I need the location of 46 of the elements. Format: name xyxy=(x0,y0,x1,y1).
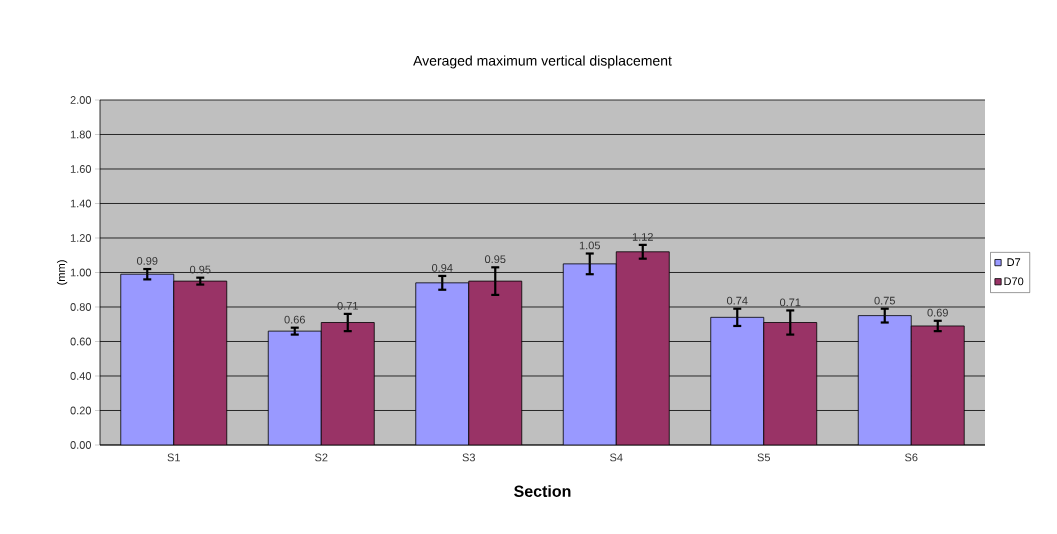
bar xyxy=(173,280,228,445)
legend-label: D7 xyxy=(1007,258,1021,266)
data-label: 0.95 xyxy=(189,265,211,274)
bar xyxy=(710,316,765,445)
bar xyxy=(468,280,523,445)
y-tick-label: 1.40 xyxy=(70,199,92,208)
data-label: 1.12 xyxy=(632,233,653,241)
bar xyxy=(415,282,470,445)
data-label: 1.05 xyxy=(579,241,600,250)
y-tick-label: 0.00 xyxy=(70,441,92,449)
y-tick-label: 0.40 xyxy=(70,372,92,380)
y-tick-label: 0.20 xyxy=(70,406,92,415)
chart-title: Averaged maximum vertical displacement xyxy=(413,55,672,69)
data-label: 0.69 xyxy=(927,308,948,317)
bar xyxy=(562,263,617,445)
y-tick-label: 0.60 xyxy=(70,337,92,346)
bar xyxy=(910,325,965,445)
data-label: 0.99 xyxy=(136,257,158,265)
bar xyxy=(320,322,375,445)
data-label: 0.71 xyxy=(337,301,358,310)
y-tick-label: 1.20 xyxy=(70,234,92,242)
data-label: 0.71 xyxy=(779,298,801,307)
data-label: 0.95 xyxy=(484,255,506,264)
x-tick-label: S3 xyxy=(462,453,475,462)
y-tick-label: 1.80 xyxy=(70,130,92,139)
x-axis-title: Section xyxy=(514,485,571,497)
y-tick-label: 0.80 xyxy=(70,303,92,311)
bar xyxy=(120,273,175,445)
y-axis-title: (mm) xyxy=(56,260,68,285)
legend-label: D70 xyxy=(1004,277,1024,286)
data-label: 0.94 xyxy=(431,263,453,272)
bar xyxy=(615,251,670,445)
data-label: 0.66 xyxy=(284,315,305,324)
bar xyxy=(857,315,912,445)
x-tick-label: S6 xyxy=(905,453,918,462)
bar xyxy=(267,330,322,445)
x-tick-label: S2 xyxy=(315,453,328,462)
data-label: 0.74 xyxy=(726,296,748,305)
y-tick-label: 2.00 xyxy=(70,96,92,104)
y-tick-label: 1.60 xyxy=(70,165,92,173)
y-tick-label: 1.00 xyxy=(70,268,92,277)
x-tick-label: S1 xyxy=(167,453,180,462)
x-tick-label: S4 xyxy=(610,453,623,462)
data-label: 0.75 xyxy=(874,296,895,305)
bar xyxy=(763,322,818,445)
x-tick-label: S5 xyxy=(757,453,771,462)
